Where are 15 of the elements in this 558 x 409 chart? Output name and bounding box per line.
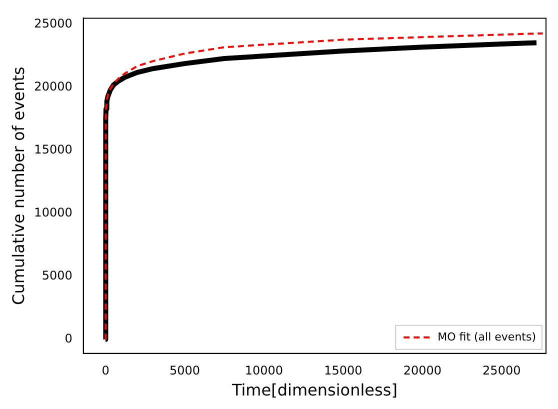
y-axis-title: Cumulative number of events [8,66,28,305]
y-tick-label: 25000 [34,16,72,31]
x-tick-label: 10000 [244,364,284,378]
x-axis-title: Time[dimensionless] [230,380,398,400]
x-tick-label: 20000 [403,364,442,378]
y-tick-label: 10000 [34,206,72,220]
y-tick-label: 20000 [34,80,72,94]
legend-label: MO fit (all events) [438,330,536,344]
x-tick-label: 0 [102,364,110,378]
x-tick-label: 25000 [482,364,521,378]
y-tick-label: 0 [64,332,72,346]
x-tick-label: 5000 [170,364,200,378]
y-tick-label: 15000 [34,142,72,157]
x-tick-label: 15000 [324,364,362,378]
y-tick-label: 5000 [42,268,72,283]
